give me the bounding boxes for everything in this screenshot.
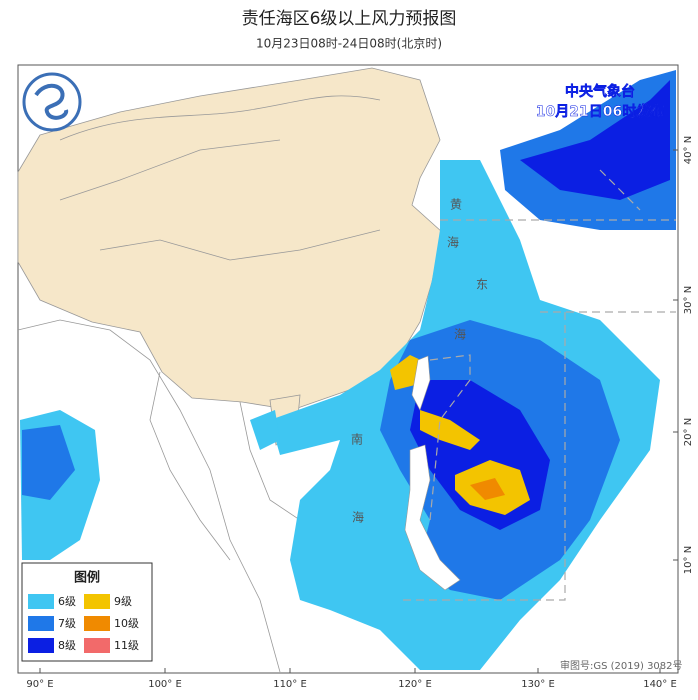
legend-swatch: [28, 616, 54, 631]
legend-label: 8级: [58, 639, 76, 652]
longitude-label: 110° E: [273, 679, 307, 690]
sea-label: 东: [476, 278, 488, 292]
issuer: 中央气象台: [565, 83, 635, 100]
longitude-label: 100° E: [148, 679, 182, 690]
sea-label: 海: [454, 327, 466, 342]
title: 责任海区6级以上风力预报图: [242, 9, 457, 29]
sea-label: 黄: [450, 198, 462, 212]
sea-boundary: [400, 169, 676, 601]
legend-swatch: [84, 638, 110, 653]
sea-label: 海: [447, 235, 459, 250]
latitude-label: 10° N: [683, 546, 694, 574]
logo-mark: [34, 83, 69, 120]
legend-label: 10级: [114, 617, 139, 630]
legend-label: 6级: [58, 595, 76, 608]
legend-label: 7级: [58, 617, 76, 630]
longitude-label: 130° E: [521, 679, 555, 690]
legend: 图例 6级 7级 8级 9级 10级 11级: [21, 562, 153, 662]
legend-swatch: [28, 594, 54, 609]
latitude-label: 40° N: [683, 136, 694, 164]
border: [59, 139, 281, 201]
border: [59, 95, 381, 141]
wind-area: [420, 410, 480, 450]
approval: 审图号:GS (2019) 3082号: [560, 659, 683, 672]
sea-label: 南: [351, 432, 363, 447]
latitude-label: 30° N: [683, 286, 694, 314]
border: [149, 371, 231, 561]
wind-area: [250, 410, 280, 450]
issue-time: 10月21日06时发布: [536, 103, 664, 120]
legend-swatch: [84, 594, 110, 609]
border: [17, 319, 281, 673]
latitude-label: 20° N: [683, 418, 694, 446]
island: [404, 444, 461, 591]
longitude-label: 90° E: [26, 679, 53, 690]
map: [17, 64, 679, 674]
sea-label: 海: [352, 510, 364, 525]
border: [99, 229, 381, 261]
subtitle: 10月23日08时-24日08时(北京时): [256, 37, 442, 51]
island: [411, 355, 431, 411]
wind-area: [520, 80, 670, 200]
legend-swatch: [84, 616, 110, 631]
wind-area: [470, 478, 505, 500]
legend-swatch: [28, 638, 54, 653]
logo: [22, 72, 82, 132]
legend-label: 11级: [114, 639, 139, 652]
legend-label: 9级: [114, 595, 132, 608]
wind-area: [22, 425, 75, 500]
longitude-label: 120° E: [398, 679, 432, 690]
longitude-label: 140° E: [643, 679, 677, 690]
legend-title: 图例: [74, 570, 100, 586]
